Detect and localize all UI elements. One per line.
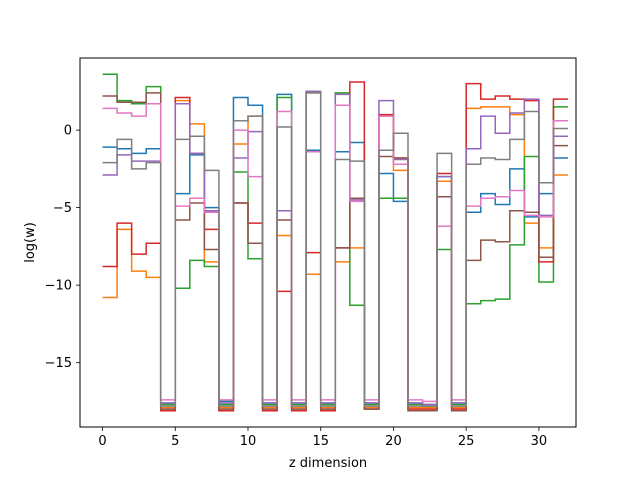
plot-frame: [79, 57, 577, 428]
x-axis-label: z dimension: [289, 456, 367, 471]
series-line-8: [102, 92, 568, 407]
y-tick-label: −15: [45, 356, 72, 371]
y-axis-ticks: 0 −5 −10 −15: [45, 124, 80, 371]
x-axis-ticks: 0 5 10 15 20 25 30: [98, 427, 547, 449]
series-line-2: [102, 99, 568, 409]
x-tick-label: 0: [98, 434, 106, 449]
y-tick-label: −5: [53, 201, 72, 216]
series-line-4: [102, 81, 568, 412]
x-tick-label: 30: [531, 434, 548, 449]
plot-lines: [102, 73, 568, 412]
x-tick-label: 10: [240, 434, 257, 449]
x-tick-label: 20: [385, 434, 402, 449]
x-tick-label: 5: [171, 434, 179, 449]
y-axis-label: log(w): [23, 222, 38, 263]
series-line-5: [102, 90, 568, 406]
y-tick-label: −10: [45, 279, 72, 294]
x-tick-label: 15: [312, 434, 329, 449]
x-tick-label: 25: [458, 434, 475, 449]
y-tick-label: 0: [64, 124, 72, 139]
